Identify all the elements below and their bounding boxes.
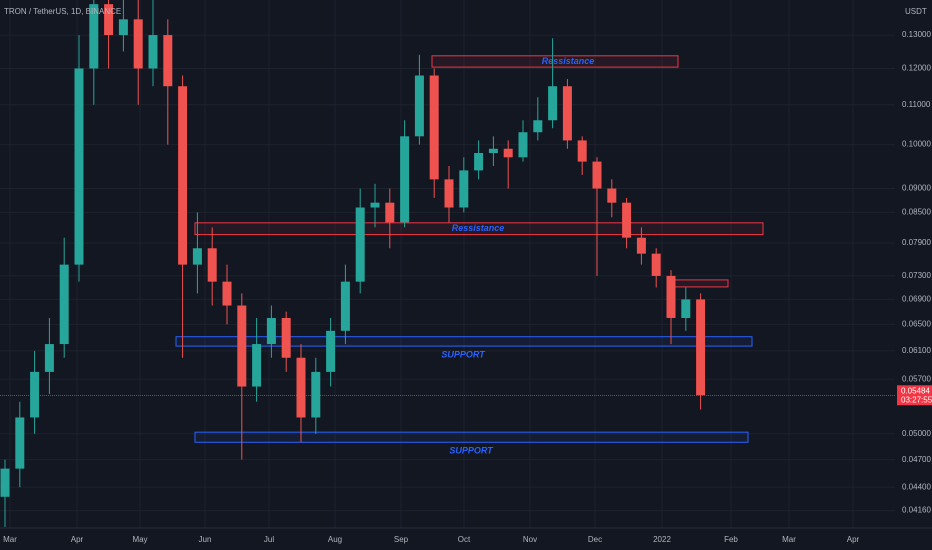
x-tick-label: Feb (724, 535, 738, 544)
price-tag-value: 0.05484 (901, 386, 930, 395)
candle-body (163, 35, 173, 87)
candle-body (296, 357, 306, 418)
price-axis (895, 0, 932, 550)
grid (0, 0, 895, 528)
candle-body (562, 86, 572, 141)
candle-body (400, 136, 410, 223)
y-tick-label: 0.07300 (902, 271, 931, 280)
x-tick-label: Nov (523, 535, 537, 544)
x-tick-label: Jun (199, 535, 212, 544)
zone-label: Ressistance (452, 223, 505, 233)
x-tick-label: Mar (782, 535, 796, 544)
candle-body (74, 68, 84, 265)
y-tick-label: 0.05000 (902, 429, 931, 438)
zone (431, 55, 679, 68)
candle-body (30, 371, 40, 418)
candle-body (192, 248, 202, 265)
candle-body (577, 140, 587, 162)
zone-label: SUPPORT (441, 349, 486, 359)
y-tick-label: 0.04400 (902, 482, 931, 491)
candle-body (503, 148, 513, 158)
y-tick-label: 0.08500 (902, 208, 931, 217)
zone (194, 431, 749, 443)
x-tick-label: Jul (264, 535, 274, 544)
candle-body (311, 371, 321, 418)
zone-label: Ressistance (542, 56, 595, 66)
candle-body (666, 275, 676, 318)
currency: USDT (905, 7, 927, 16)
candle-body (118, 19, 128, 36)
y-tick-label: 0.09000 (902, 184, 931, 193)
candle-body (385, 202, 395, 223)
candle-body (237, 305, 247, 387)
y-tick-label: 0.12000 (902, 64, 931, 73)
candle-body (622, 202, 632, 238)
x-tick-label: Mar (3, 535, 17, 544)
candle-body (636, 237, 646, 254)
candle-body (44, 344, 54, 372)
candle-body (104, 4, 114, 36)
candle-body (533, 120, 543, 133)
candle-body (414, 75, 424, 137)
chart-title: TRON / TetherUS, 1D, BINANCE (4, 7, 121, 16)
x-tick-label: Dec (588, 535, 602, 544)
candle-body (89, 4, 99, 69)
candle-body (133, 19, 143, 69)
candle-body (340, 281, 350, 331)
x-tick-label: May (132, 535, 147, 544)
x-tick-label: Apr (847, 535, 860, 544)
y-tick-label: 0.04700 (902, 455, 931, 464)
candle-body (429, 75, 439, 180)
candle-body (696, 299, 706, 396)
x-tick-label: Sep (394, 535, 409, 544)
plot: Ressistance Ressistance SUPPORT SUPPORT (0, 0, 895, 527)
candle-body (266, 317, 276, 345)
candle-body (651, 253, 661, 276)
candle-body (207, 248, 217, 282)
x-tick-label: Apr (71, 535, 84, 544)
y-tick-label: 0.10000 (902, 140, 931, 149)
candle-body (355, 207, 365, 282)
candle-body (252, 344, 262, 387)
price-tag-countdown: 03:27:55 (901, 395, 932, 404)
y-tick-label: 0.04160 (902, 506, 931, 515)
candle-body (281, 317, 291, 358)
y-tick-label: 0.06900 (902, 295, 931, 304)
candle-body (15, 417, 25, 469)
candle-body (548, 86, 558, 121)
y-tick-label: 0.05700 (902, 374, 931, 383)
zone (194, 222, 764, 236)
zone-label: SUPPORT (449, 446, 494, 456)
y-tick-label: 0.06500 (902, 319, 931, 328)
candle-body (681, 299, 691, 318)
candle-body (459, 170, 469, 208)
candle-body (518, 132, 528, 158)
candle-body (222, 281, 232, 306)
x-tick-label: Aug (328, 535, 342, 544)
y-tick-label: 0.06100 (902, 346, 931, 355)
y-tick-label: 0.07900 (902, 238, 931, 247)
candle-body (474, 153, 484, 171)
x-tick-label: 2022 (653, 535, 671, 544)
candle-body (59, 264, 69, 345)
candle-body (592, 161, 602, 189)
candle-body (178, 86, 188, 265)
y-tick-label: 0.11000 (902, 100, 931, 109)
candle-body (607, 188, 617, 203)
zone (175, 336, 753, 347)
candle-body (444, 179, 454, 208)
price-tag (897, 385, 932, 406)
candle-body (148, 35, 158, 69)
x-tick-label: Oct (458, 535, 471, 544)
candle-body (370, 202, 380, 208)
candle-body (488, 148, 498, 154)
candle-body (0, 468, 10, 497)
zone (671, 279, 729, 288)
candle-body (326, 330, 336, 372)
y-tick-label: 0.13000 (902, 30, 931, 39)
